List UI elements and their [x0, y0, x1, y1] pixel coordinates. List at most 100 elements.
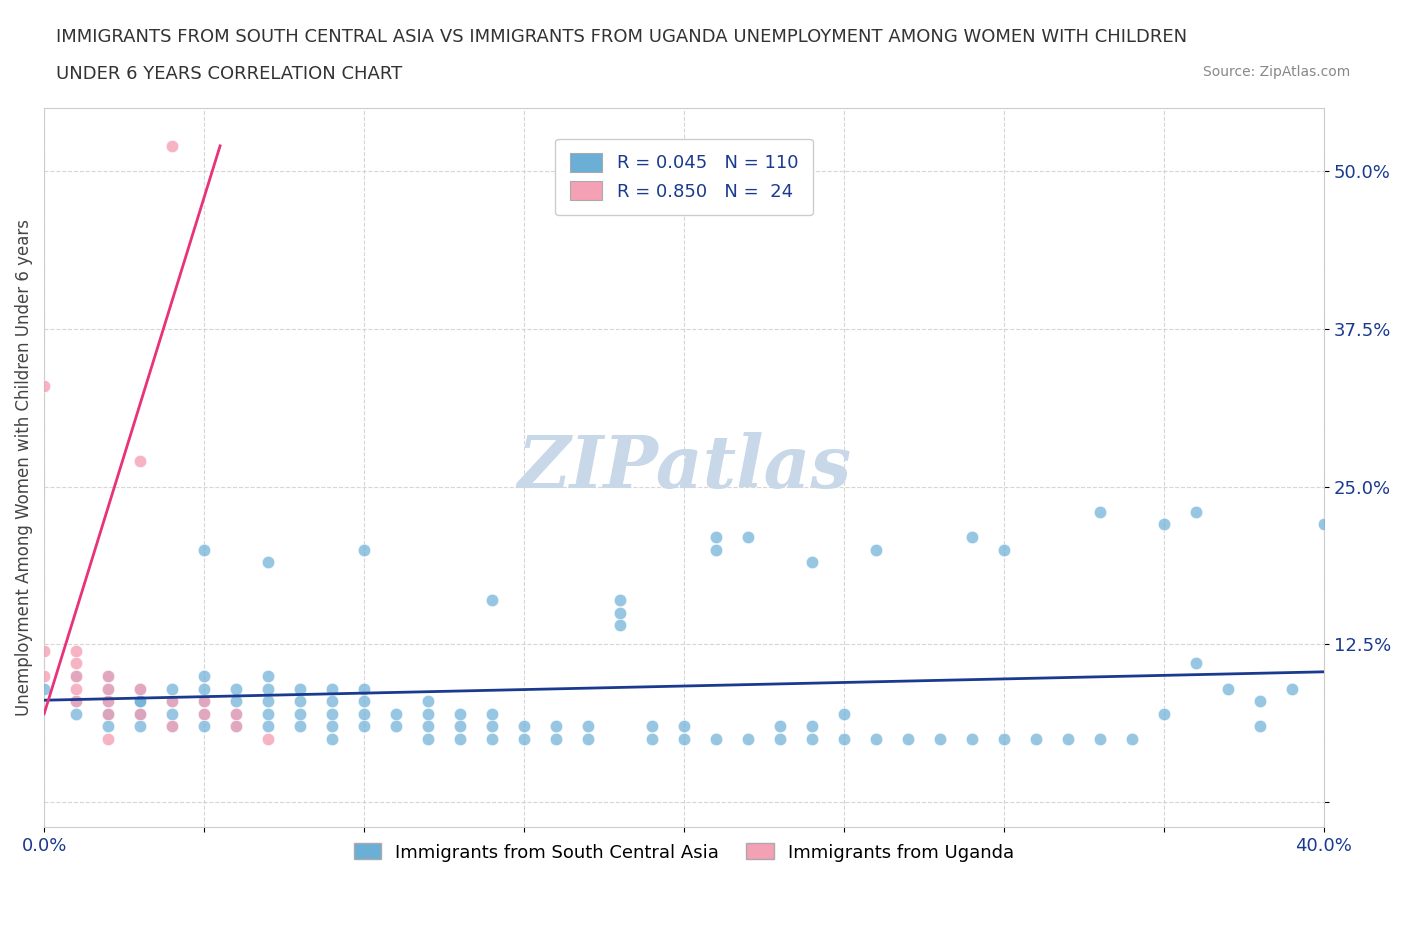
Point — [416, 732, 439, 747]
Point — [65, 644, 87, 658]
Point — [737, 732, 759, 747]
Point — [97, 719, 120, 734]
Point — [960, 732, 983, 747]
Point — [129, 681, 152, 696]
Point — [576, 732, 599, 747]
Point — [160, 719, 183, 734]
Point — [416, 719, 439, 734]
Text: Source: ZipAtlas.com: Source: ZipAtlas.com — [1202, 65, 1350, 79]
Point — [832, 707, 855, 722]
Y-axis label: Unemployment Among Women with Children Under 6 years: Unemployment Among Women with Children U… — [15, 219, 32, 716]
Point — [609, 605, 631, 620]
Point — [1057, 732, 1080, 747]
Point — [1281, 681, 1303, 696]
Point — [769, 732, 792, 747]
Point — [97, 681, 120, 696]
Point — [97, 707, 120, 722]
Point — [353, 707, 375, 722]
Point — [704, 542, 727, 557]
Point — [193, 669, 215, 684]
Point — [97, 681, 120, 696]
Point — [97, 707, 120, 722]
Point — [257, 669, 280, 684]
Point — [832, 732, 855, 747]
Point — [225, 719, 247, 734]
Text: IMMIGRANTS FROM SOUTH CENTRAL ASIA VS IMMIGRANTS FROM UGANDA UNEMPLOYMENT AMONG : IMMIGRANTS FROM SOUTH CENTRAL ASIA VS IM… — [56, 28, 1187, 46]
Point — [865, 542, 887, 557]
Point — [1088, 504, 1111, 519]
Point — [160, 719, 183, 734]
Point — [225, 694, 247, 709]
Point — [1185, 504, 1208, 519]
Point — [257, 719, 280, 734]
Point — [704, 530, 727, 545]
Point — [193, 542, 215, 557]
Point — [641, 732, 664, 747]
Point — [193, 681, 215, 696]
Point — [193, 707, 215, 722]
Point — [801, 719, 824, 734]
Point — [801, 555, 824, 570]
Point — [129, 694, 152, 709]
Point — [737, 530, 759, 545]
Point — [65, 656, 87, 671]
Point — [65, 707, 87, 722]
Point — [449, 719, 471, 734]
Point — [97, 732, 120, 747]
Point — [257, 681, 280, 696]
Point — [65, 669, 87, 684]
Point — [65, 669, 87, 684]
Point — [641, 719, 664, 734]
Point — [353, 542, 375, 557]
Point — [929, 732, 952, 747]
Point — [321, 732, 343, 747]
Point — [960, 530, 983, 545]
Point — [257, 732, 280, 747]
Point — [129, 694, 152, 709]
Point — [321, 707, 343, 722]
Point — [385, 719, 408, 734]
Point — [288, 707, 311, 722]
Point — [193, 694, 215, 709]
Legend: Immigrants from South Central Asia, Immigrants from Uganda: Immigrants from South Central Asia, Immi… — [347, 836, 1021, 869]
Point — [321, 694, 343, 709]
Point — [97, 694, 120, 709]
Point — [897, 732, 920, 747]
Point — [672, 732, 695, 747]
Point — [97, 694, 120, 709]
Point — [993, 542, 1015, 557]
Point — [704, 732, 727, 747]
Point — [544, 719, 567, 734]
Point — [481, 732, 503, 747]
Point — [193, 694, 215, 709]
Point — [257, 555, 280, 570]
Point — [353, 694, 375, 709]
Point — [353, 719, 375, 734]
Point — [193, 719, 215, 734]
Point — [576, 719, 599, 734]
Point — [1249, 694, 1271, 709]
Point — [865, 732, 887, 747]
Point — [321, 681, 343, 696]
Point — [129, 707, 152, 722]
Point — [1313, 517, 1336, 532]
Point — [544, 732, 567, 747]
Point — [1153, 707, 1175, 722]
Point — [609, 592, 631, 607]
Point — [32, 669, 55, 684]
Point — [1025, 732, 1047, 747]
Point — [609, 618, 631, 633]
Point — [65, 681, 87, 696]
Point — [32, 681, 55, 696]
Point — [97, 669, 120, 684]
Point — [129, 707, 152, 722]
Point — [129, 719, 152, 734]
Point — [513, 732, 536, 747]
Point — [160, 694, 183, 709]
Point — [257, 694, 280, 709]
Point — [288, 681, 311, 696]
Point — [672, 719, 695, 734]
Point — [416, 707, 439, 722]
Point — [1216, 681, 1239, 696]
Point — [1185, 656, 1208, 671]
